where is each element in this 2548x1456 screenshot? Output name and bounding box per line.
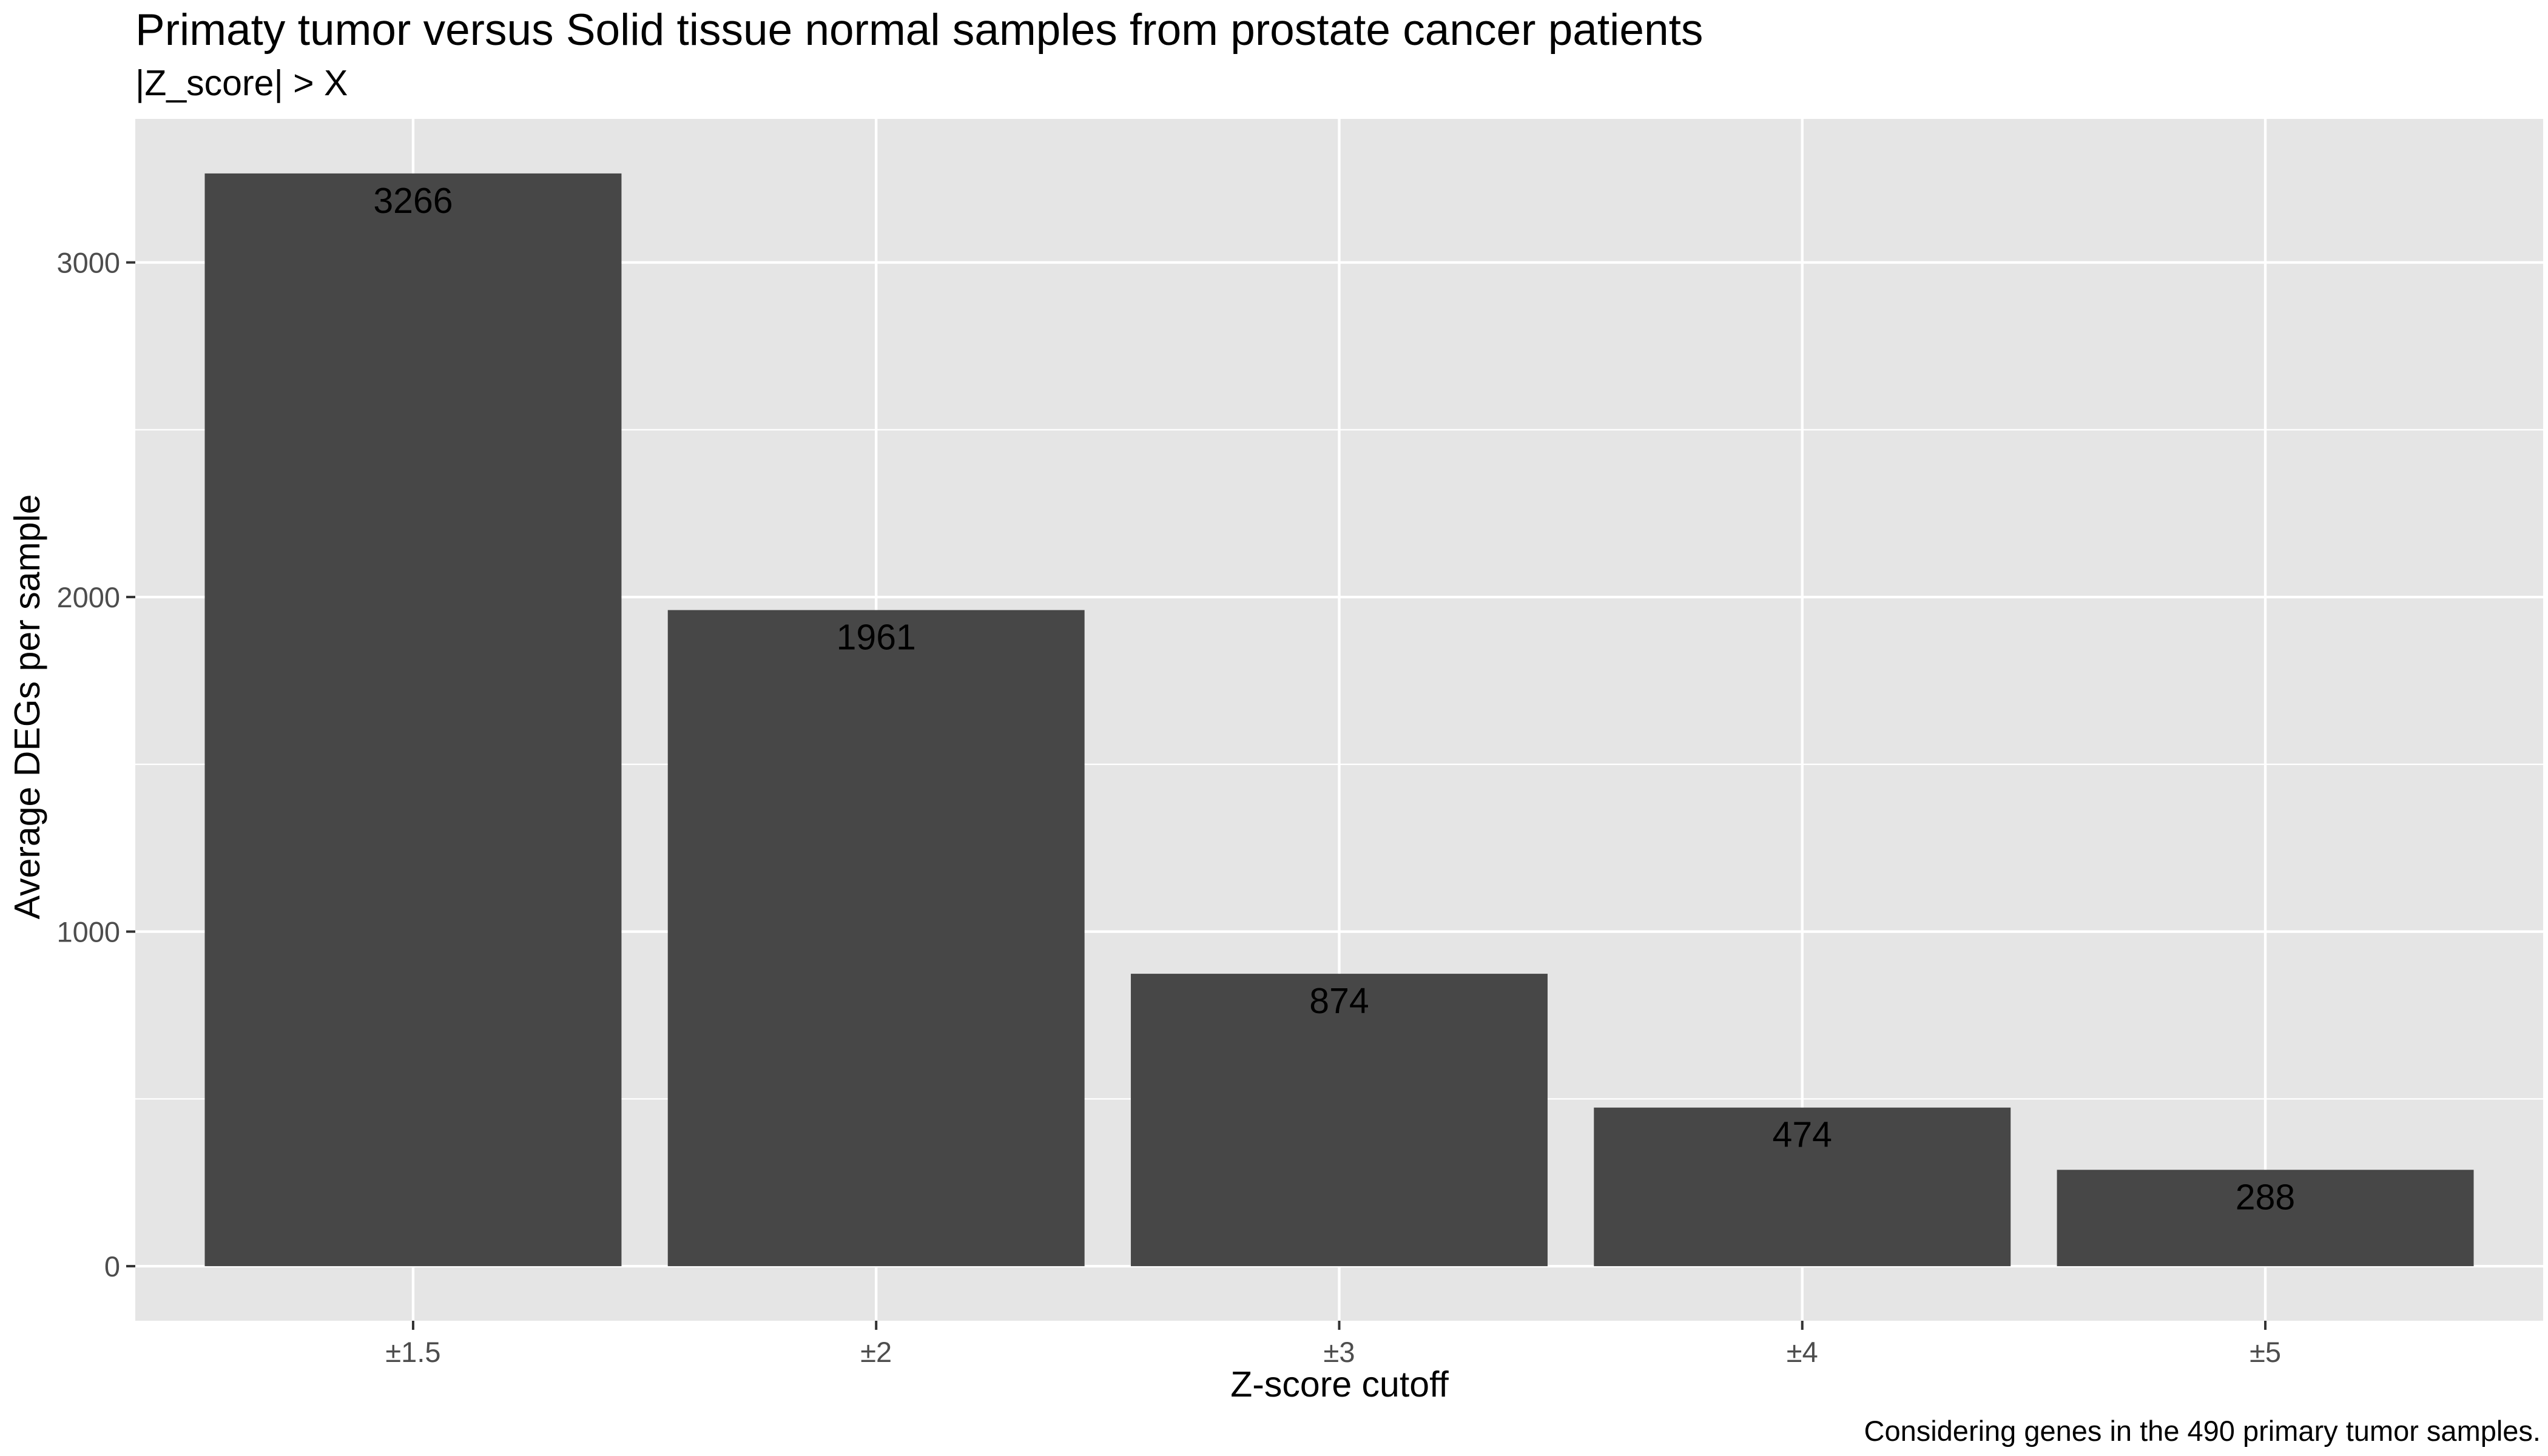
- x-tick-label: ±5: [2250, 1336, 2281, 1368]
- bar-3: [1131, 974, 1548, 1267]
- bar-2: [667, 610, 1085, 1267]
- data-label-4: 474: [1773, 1115, 1832, 1155]
- x-axis: ±1.5 ±2 ±3 ±4 ±5: [385, 1321, 2281, 1368]
- y-axis: 0 1000 2000 3000: [56, 247, 135, 1282]
- bars: [204, 173, 2474, 1267]
- x-tick-label: ±1.5: [385, 1336, 440, 1368]
- y-axis-title: Average DEGs per sample: [7, 494, 47, 920]
- data-label-5: 288: [2236, 1177, 2295, 1217]
- data-label-3: 874: [1309, 981, 1369, 1021]
- chart-title: Primaty tumor versus Solid tissue normal…: [135, 5, 1703, 55]
- y-tick-label: 3000: [56, 247, 120, 279]
- data-labels: 3266 1961 874 474 288: [373, 181, 2295, 1217]
- data-label-2: 1961: [837, 618, 916, 658]
- bar-1: [204, 173, 622, 1267]
- data-label-1: 3266: [373, 181, 453, 221]
- x-axis-title: Z-score cutoff: [1230, 1364, 1449, 1404]
- x-tick-label: ±2: [860, 1336, 892, 1368]
- y-tick-label: 0: [104, 1250, 120, 1282]
- chart-caption: Considering genes in the 490 primary tum…: [1864, 1415, 2541, 1447]
- x-tick-label: ±4: [1787, 1336, 1818, 1368]
- bar-4: [1594, 1107, 2011, 1267]
- bar-5: [2057, 1170, 2474, 1267]
- y-tick-label: 1000: [56, 916, 120, 948]
- y-tick-label: 2000: [56, 581, 120, 613]
- chart-subtitle: |Z_score| > X: [135, 63, 348, 103]
- x-tick-label: ±3: [1324, 1336, 1355, 1368]
